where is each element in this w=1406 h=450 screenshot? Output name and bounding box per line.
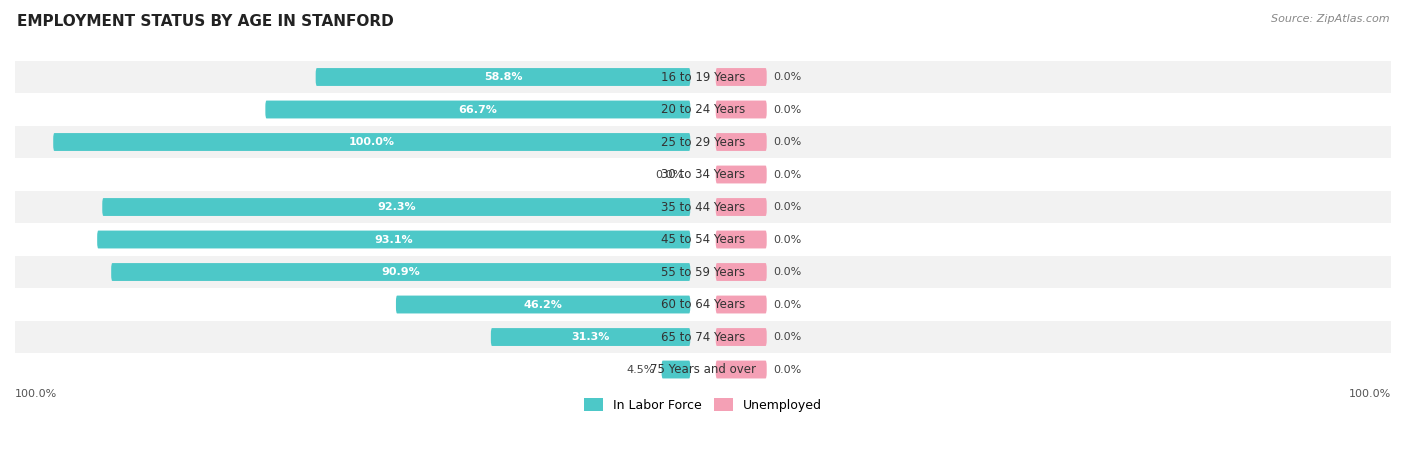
Text: Source: ZipAtlas.com: Source: ZipAtlas.com [1271,14,1389,23]
Text: 65 to 74 Years: 65 to 74 Years [661,330,745,343]
Text: 0.0%: 0.0% [773,202,801,212]
Text: 30 to 34 Years: 30 to 34 Years [661,168,745,181]
Text: 16 to 19 Years: 16 to 19 Years [661,71,745,84]
FancyBboxPatch shape [716,166,766,184]
Bar [15,223,1391,256]
FancyBboxPatch shape [716,133,766,151]
Text: 20 to 24 Years: 20 to 24 Years [661,103,745,116]
Text: 55 to 59 Years: 55 to 59 Years [661,266,745,279]
Text: EMPLOYMENT STATUS BY AGE IN STANFORD: EMPLOYMENT STATUS BY AGE IN STANFORD [17,14,394,28]
Text: 0.0%: 0.0% [773,104,801,114]
Text: 0.0%: 0.0% [773,332,801,342]
Text: 46.2%: 46.2% [523,300,562,310]
Text: 100.0%: 100.0% [1348,389,1391,399]
Text: 92.3%: 92.3% [377,202,416,212]
Text: 0.0%: 0.0% [773,72,801,82]
FancyBboxPatch shape [716,296,766,314]
Text: 0.0%: 0.0% [773,364,801,374]
FancyBboxPatch shape [716,263,766,281]
Text: 60 to 64 Years: 60 to 64 Years [661,298,745,311]
Bar [15,288,1391,321]
Text: 31.3%: 31.3% [571,332,610,342]
Bar [15,353,1391,386]
Text: 90.9%: 90.9% [381,267,420,277]
Text: 0.0%: 0.0% [773,267,801,277]
Text: 100.0%: 100.0% [15,389,58,399]
Text: 0.0%: 0.0% [773,234,801,244]
FancyBboxPatch shape [662,360,690,378]
Text: 0.0%: 0.0% [773,300,801,310]
Text: 25 to 29 Years: 25 to 29 Years [661,135,745,148]
FancyBboxPatch shape [111,263,690,281]
FancyBboxPatch shape [716,230,766,248]
Bar [15,158,1391,191]
FancyBboxPatch shape [716,68,766,86]
Text: 35 to 44 Years: 35 to 44 Years [661,201,745,213]
FancyBboxPatch shape [103,198,690,216]
Bar [15,256,1391,288]
FancyBboxPatch shape [491,328,690,346]
FancyBboxPatch shape [97,230,690,248]
FancyBboxPatch shape [396,296,690,314]
Bar [15,126,1391,158]
Text: 58.8%: 58.8% [484,72,522,82]
Text: 0.0%: 0.0% [773,170,801,180]
FancyBboxPatch shape [266,100,690,118]
Text: 66.7%: 66.7% [458,104,498,114]
Bar [15,61,1391,93]
Text: 0.0%: 0.0% [655,170,683,180]
FancyBboxPatch shape [716,198,766,216]
FancyBboxPatch shape [716,328,766,346]
FancyBboxPatch shape [53,133,690,151]
Bar [15,93,1391,126]
Bar [15,191,1391,223]
Text: 0.0%: 0.0% [773,137,801,147]
Text: 93.1%: 93.1% [374,234,413,244]
Text: 45 to 54 Years: 45 to 54 Years [661,233,745,246]
FancyBboxPatch shape [316,68,690,86]
Text: 75 Years and over: 75 Years and over [650,363,756,376]
FancyBboxPatch shape [716,100,766,118]
Bar [15,321,1391,353]
Text: 4.5%: 4.5% [627,364,655,374]
FancyBboxPatch shape [716,360,766,378]
Legend: In Labor Force, Unemployed: In Labor Force, Unemployed [579,393,827,417]
Text: 100.0%: 100.0% [349,137,395,147]
